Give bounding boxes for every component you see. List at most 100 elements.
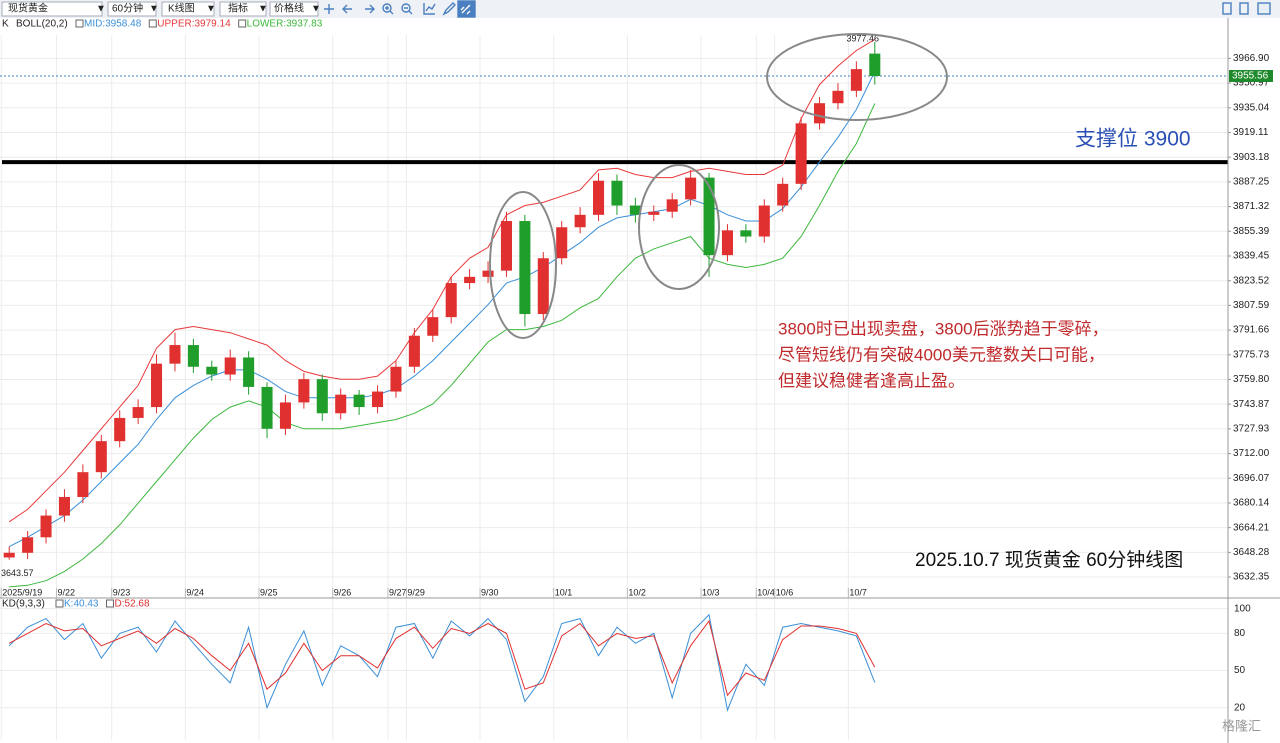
candle-body <box>151 363 163 408</box>
candle-body <box>721 230 733 256</box>
candle-body <box>832 90 844 104</box>
legend-label: UPPER:3979.14 <box>157 19 231 30</box>
candle-body <box>556 227 568 259</box>
legend-checkbox[interactable] <box>75 19 84 28</box>
y-tick-label: 3887.25 <box>1233 177 1270 188</box>
candle-body <box>629 205 641 215</box>
candle-body <box>740 230 752 237</box>
candle-body <box>58 496 70 516</box>
y-tick-label: 3648.28 <box>1233 547 1270 558</box>
x-tick-label: 9/24 <box>186 587 204 597</box>
select-text[interactable]: 现货黄金 <box>8 2 48 15</box>
candle-body <box>814 103 826 124</box>
x-tick-label: 10/7 <box>849 587 867 597</box>
support-label: 支撑位 3900 <box>1075 128 1191 151</box>
select-box[interactable] <box>269 1 319 17</box>
select-text[interactable]: K线图 <box>168 2 195 15</box>
x-tick-label: 9/22 <box>57 587 75 597</box>
candle-body <box>279 402 291 429</box>
note-line: 但建议稳健者逢高止盈。 <box>778 371 965 390</box>
y-tick-label: 3807.59 <box>1233 300 1270 311</box>
candle-body <box>187 345 199 367</box>
select-text[interactable]: 指标 <box>228 2 248 15</box>
candle-body <box>316 379 328 414</box>
candle-body <box>22 537 34 553</box>
indicator-label: BOLL(20,2) <box>16 19 68 30</box>
candle-body <box>464 276 476 284</box>
y-tick-label: 3696.07 <box>1233 473 1270 484</box>
x-tick-label: 9/23 <box>113 587 131 597</box>
legend-label: K:40.43 <box>64 599 99 610</box>
y-tick-label: 50 <box>1234 665 1246 676</box>
series-line <box>8 38 876 523</box>
series-line <box>9 103 876 588</box>
y-tick-label: 3950.97 <box>1233 78 1270 89</box>
candle-body <box>648 211 660 215</box>
candle-body <box>685 177 697 200</box>
note-line: 3800时已出现卖盘，3800后涨势趋于零碎， <box>778 319 1109 338</box>
select-arrow: ▼ <box>311 4 321 15</box>
x-tick-label: 9/30 <box>481 587 499 597</box>
annotation-ellipses <box>489 33 948 339</box>
legend-checkbox[interactable] <box>238 19 247 28</box>
candle-body <box>243 357 255 387</box>
legend-checkbox[interactable] <box>55 599 64 608</box>
legend-label: LOWER:3937.83 <box>247 19 323 30</box>
y-tick-label: 3839.45 <box>1233 251 1270 262</box>
x-tick-label: 9/25 <box>260 587 278 597</box>
candle-body <box>95 441 107 473</box>
y-tick-label: 3759.80 <box>1233 374 1270 385</box>
select-box[interactable] <box>161 1 215 17</box>
candle-body <box>132 407 144 418</box>
select-text[interactable]: 60分钟 <box>112 2 143 15</box>
candle-body <box>77 472 89 497</box>
last-price-box <box>1229 69 1273 82</box>
series-line <box>8 619 876 697</box>
candle-body <box>298 379 310 403</box>
candle-body <box>869 53 881 76</box>
indicator-label: K <box>2 19 9 30</box>
y-tick-label: 3791.66 <box>1233 325 1270 336</box>
last-price-label: 3955.56 <box>1232 71 1269 82</box>
indicator-label: KD(9,3,3) <box>2 599 45 610</box>
candle-body <box>611 180 623 206</box>
legend-checkbox[interactable] <box>148 19 157 28</box>
caption: 2025.10.7 现货黄金 60分钟线图 <box>915 549 1183 571</box>
y-tick-label: 3871.32 <box>1233 201 1270 212</box>
y-tick-label: 3775.73 <box>1233 349 1270 360</box>
candle-body <box>224 357 236 375</box>
series-line <box>8 613 876 712</box>
select-text[interactable]: 价格线 <box>274 2 304 15</box>
y-tick-label: 3743.87 <box>1233 399 1270 410</box>
candle-body <box>261 386 273 429</box>
select-arrow: ▼ <box>206 4 216 15</box>
toolbar-icons[interactable] <box>324 0 1271 18</box>
select-arrow: ▼ <box>258 4 268 15</box>
select-box[interactable] <box>107 1 157 17</box>
y-tick-label: 3919.11 <box>1233 127 1269 138</box>
candle-body <box>206 366 218 375</box>
y-tick-label: 3966.90 <box>1233 53 1270 64</box>
select-arrow: ▼ <box>149 4 159 15</box>
plot-area: 3966.90 3950.97 3935.04 3919.11 3903.18 3887.… <box>0 19 1273 740</box>
x-tick-label: 10/1 <box>555 587 573 597</box>
high-label: 3977.46 <box>847 33 880 43</box>
y-tick-label: 3823.52 <box>1233 275 1270 286</box>
candle-body <box>777 183 789 206</box>
candle-body <box>445 283 457 318</box>
toolbar-selects: 现货黄金 ▼ 60分钟 ▼ K线图 ▼ 指标 ▼ 价格线 ▼ <box>1 1 321 17</box>
candle-body <box>500 221 512 271</box>
x-tick-label: 10/2 <box>628 587 646 597</box>
select-box[interactable] <box>1 1 103 17</box>
candle-body <box>408 335 420 367</box>
x-tick-label: 9/26 <box>334 587 352 597</box>
select-box[interactable] <box>219 1 267 17</box>
y-tick-label: 3727.93 <box>1233 424 1270 435</box>
y-tick-label: 3935.04 <box>1233 102 1270 113</box>
candle-body <box>372 391 384 408</box>
legend-checkbox[interactable] <box>105 599 114 608</box>
toolbar <box>0 0 1280 18</box>
y-tick-label: 80 <box>1234 628 1246 639</box>
x-tick-label: 10/3 <box>702 587 720 597</box>
candle-body <box>40 515 52 538</box>
